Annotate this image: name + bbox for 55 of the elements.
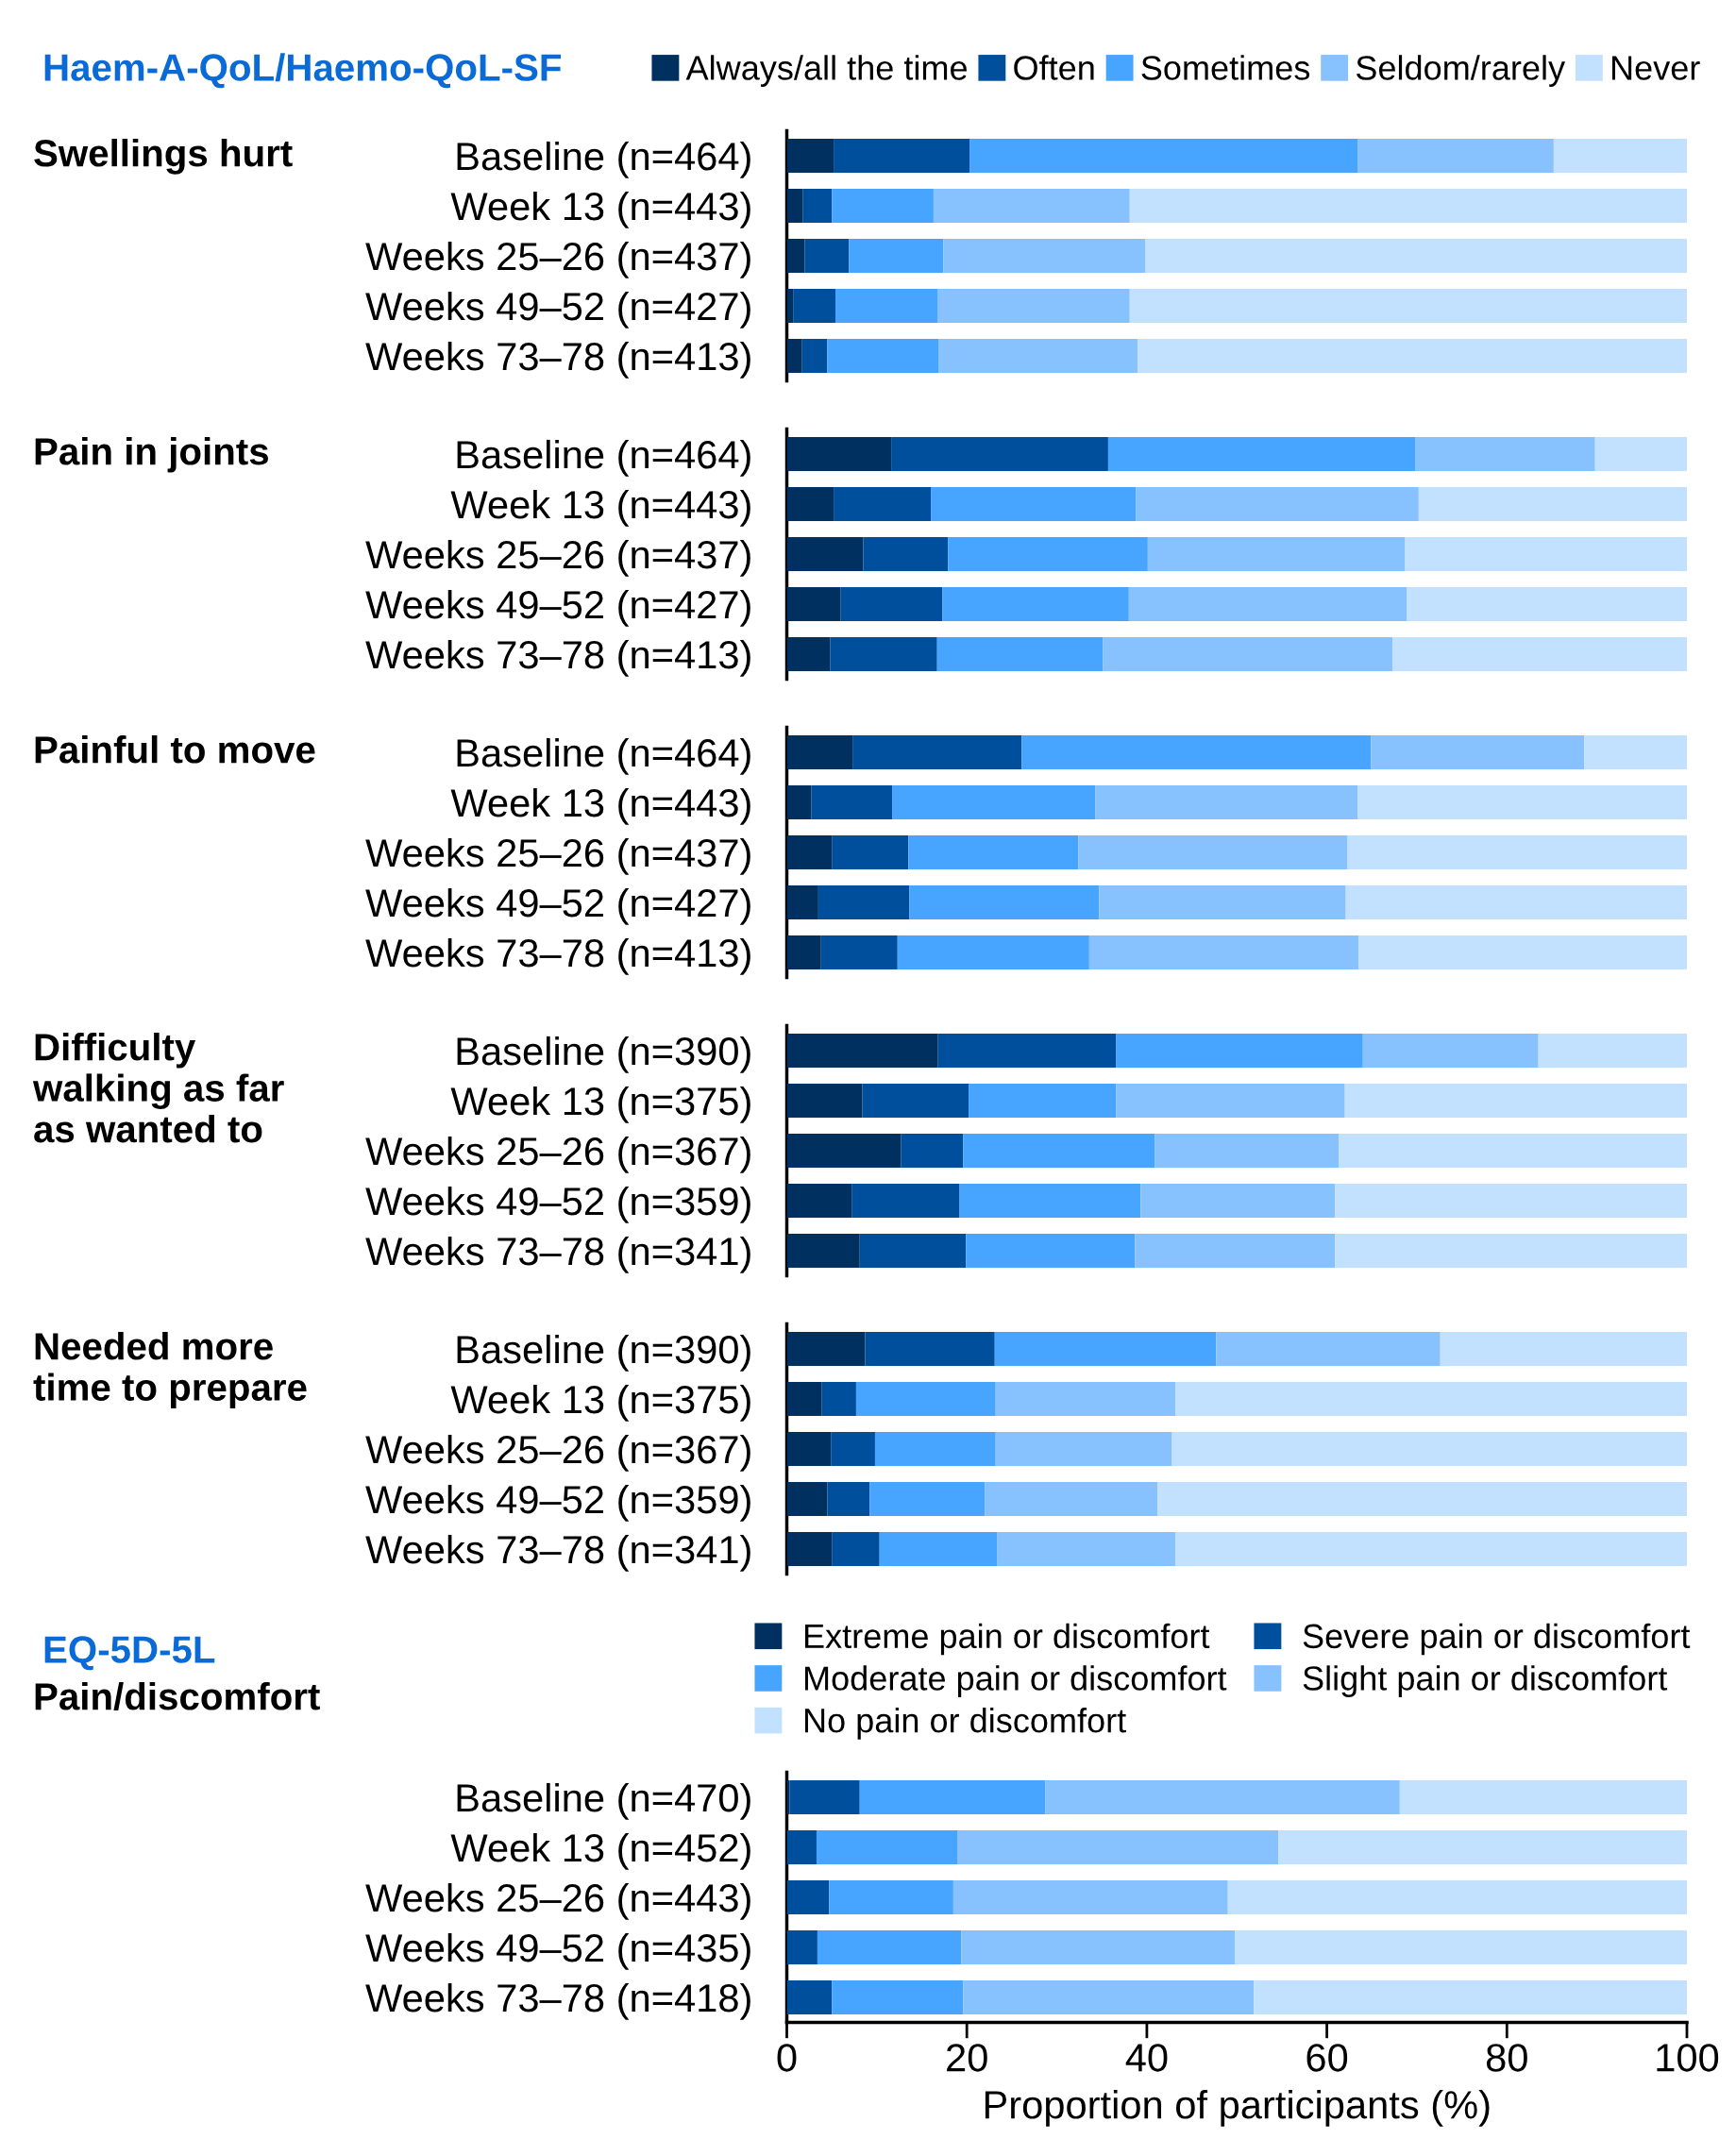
y-tick-label: Weeks 49–52 (n=427): [365, 291, 750, 328]
y-tick-label: Baseline (n=464): [457, 439, 750, 477]
y-tick-label: Weeks 49–52 (n=427): [365, 887, 750, 925]
x-tick-label: 0: [777, 2044, 797, 2072]
y-tick-label: Weeks 73–78 (n=418): [365, 1982, 750, 2020]
y-axis-title: Needed more time to prepare: [33, 1332, 307, 1408]
y-tick-label: Weeks 49–52 (n=359): [365, 1484, 750, 1522]
x-tick-label: 80: [1486, 2044, 1527, 2072]
y-tick-label: Weeks 25–26 (n=437): [365, 539, 750, 577]
y-tick-label: Week 13 (n=443): [450, 489, 750, 527]
y-tick-label: Weeks 25–26 (n=437): [365, 241, 750, 278]
y-tick-label: Weeks 49–52 (n=359): [365, 1186, 750, 1223]
y-axis-title: Difficulty walking as far as wanted to: [32, 1033, 284, 1143]
y-tick-label: Weeks 73–78 (n=413): [365, 937, 750, 975]
legend-label: Severe pain or discomfort: [1303, 1623, 1691, 1656]
y-axis-title: Pain in joints: [35, 437, 268, 473]
text: EQ-5D-5L: [44, 1636, 215, 1671]
y-tick-label: Weeks 25–26 (n=367): [365, 1434, 750, 1472]
y-tick-label: Baseline (n=390): [457, 1036, 750, 1073]
y-tick-label: Weeks 25–26 (n=443): [365, 1882, 750, 1920]
y-tick-label: Baseline (n=464): [457, 141, 750, 178]
x-tick-label: 40: [1125, 2044, 1168, 2072]
y-tick-label: Weeks 73–78 (n=341): [365, 1534, 750, 1572]
y-tick-label: Week 13 (n=452): [450, 1832, 750, 1870]
legend-label: Always/all the time: [685, 55, 967, 87]
y-tick-label: Baseline (n=390): [457, 1334, 750, 1372]
y-tick-label: Weeks 73–78 (n=341): [365, 1236, 750, 1273]
legend-label: Sometimes: [1141, 55, 1310, 80]
y-axis-title: Swellings hurt: [34, 139, 293, 175]
legend-label: Moderate pain or discomfort: [804, 1665, 1227, 1697]
y-tick-label: Baseline (n=470): [457, 1782, 750, 1820]
y-tick-label: Weeks 25–26 (n=367): [365, 1136, 750, 1173]
y-axis-title: Pain/discomfort: [35, 1682, 320, 1710]
x-axis-title: Proportion of participants (%): [985, 2089, 1490, 2127]
legend-label: Never: [1611, 56, 1700, 80]
legend-label: Seldom/rarely: [1356, 55, 1566, 87]
legend-label: No pain or discomfort: [804, 1708, 1126, 1740]
legend-label: Extreme pain or discomfort: [804, 1623, 1210, 1656]
y-tick-label: Baseline (n=464): [457, 737, 750, 775]
legend-label: Slight pain or discomfort: [1303, 1665, 1668, 1697]
y-tick-label: Weeks 73–78 (n=413): [365, 341, 750, 379]
text: Haem-A-QoL/Haemo-QoL-SF: [44, 53, 561, 89]
x-tick-label: 20: [947, 2044, 987, 2072]
legend-label: Often: [1014, 55, 1094, 80]
y-axis-title: Painful to move: [35, 735, 315, 764]
y-tick-label: Weeks 73–78 (n=413): [365, 639, 750, 677]
x-tick-label: 60: [1306, 2044, 1348, 2072]
y-tick-label: Weeks 25–26 (n=437): [365, 837, 750, 875]
y-tick-label: Weeks 49–52 (n=435): [365, 1932, 750, 1970]
y-tick-label: Week 13 (n=375): [450, 1384, 750, 1422]
y-tick-label: Week 13 (n=443): [450, 787, 750, 825]
y-tick-label: Week 13 (n=443): [450, 191, 750, 228]
x-tick-label: 100: [1657, 2044, 1719, 2072]
y-tick-label: Week 13 (n=375): [450, 1086, 750, 1123]
y-tick-label: Weeks 49–52 (n=427): [365, 589, 750, 627]
